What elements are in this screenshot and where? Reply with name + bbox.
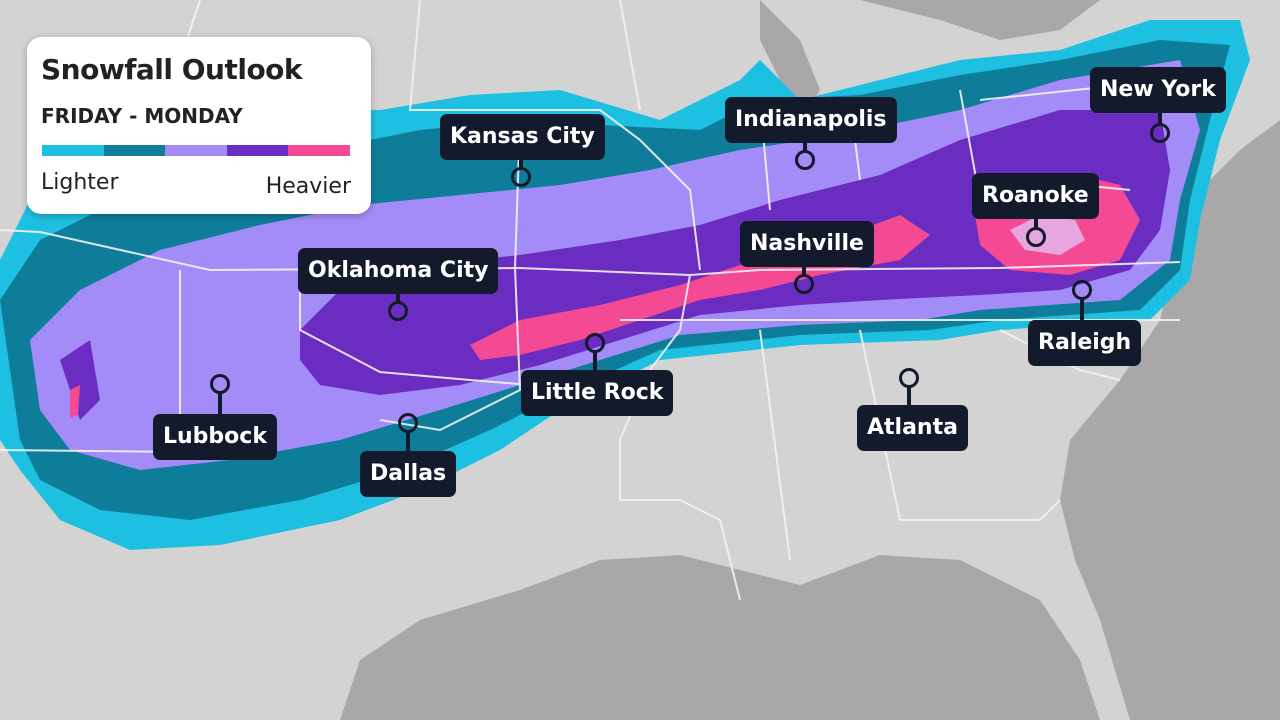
- location-pin-icon[interactable]: [1026, 227, 1046, 247]
- location-pin-icon[interactable]: [388, 301, 408, 321]
- legend-low-label: Lighter: [41, 170, 119, 195]
- location-pin-icon[interactable]: [899, 368, 919, 388]
- location-pin-icon[interactable]: [585, 333, 605, 353]
- pin-stem-atlanta: [907, 386, 911, 409]
- scale-swatch-4: [226, 145, 289, 156]
- pin-stem-roanoke: [1034, 213, 1038, 229]
- location-pin-icon[interactable]: [1072, 280, 1092, 300]
- city-label-lubbock[interactable]: Lubbock: [153, 414, 277, 460]
- location-pin-icon[interactable]: [795, 150, 815, 170]
- atlantic-ocean: [1060, 120, 1280, 720]
- pin-stem-little-rock: [593, 351, 597, 374]
- city-label-roanoke[interactable]: Roanoke: [972, 173, 1099, 219]
- pin-stem-raleigh: [1080, 298, 1084, 324]
- pin-stem-lubbock: [218, 392, 222, 418]
- city-label-dallas[interactable]: Dallas: [360, 451, 457, 497]
- great-lakes: [760, 0, 1100, 120]
- legend-title: Snowfall Outlook: [41, 53, 303, 86]
- city-label-kansas-city[interactable]: Kansas City: [440, 114, 605, 160]
- location-pin-icon[interactable]: [210, 374, 230, 394]
- legend-color-scale: [42, 145, 350, 156]
- pin-stem-nashville: [802, 261, 806, 276]
- pin-stem-new-york: [1158, 107, 1162, 125]
- legend-panel: Snowfall Outlook FRIDAY - MONDAY Lighter…: [27, 37, 371, 214]
- scale-swatch-3: [165, 145, 227, 156]
- scale-swatch-1: [42, 145, 104, 156]
- city-label-little-rock[interactable]: Little Rock: [521, 370, 674, 416]
- city-label-new-york[interactable]: New York: [1090, 67, 1226, 113]
- scale-swatch-2: [103, 145, 166, 156]
- location-pin-icon[interactable]: [398, 413, 418, 433]
- city-label-raleigh[interactable]: Raleigh: [1028, 320, 1142, 366]
- snow-band-extreme: [1010, 215, 1085, 255]
- scale-swatch-5: [288, 145, 350, 156]
- pin-stem-oklahoma-city: [396, 288, 400, 303]
- city-label-nashville[interactable]: Nashville: [740, 221, 874, 267]
- snow-band-heavy: [60, 110, 1170, 420]
- pin-stem-dallas: [406, 431, 410, 455]
- pin-stem-kansas-city: [519, 154, 523, 169]
- legend-high-label: Heavier: [265, 174, 351, 199]
- location-pin-icon[interactable]: [794, 274, 814, 294]
- location-pin-icon[interactable]: [1150, 123, 1170, 143]
- city-label-atlanta[interactable]: Atlanta: [857, 405, 968, 451]
- gulf-of-mexico: [340, 555, 1100, 720]
- pin-stem-indianapolis: [803, 137, 807, 152]
- city-label-indianapolis[interactable]: Indianapolis: [725, 97, 897, 143]
- legend-subtitle: FRIDAY - MONDAY: [41, 104, 243, 128]
- location-pin-icon[interactable]: [511, 167, 531, 187]
- city-label-oklahoma-city[interactable]: Oklahoma City: [298, 248, 499, 294]
